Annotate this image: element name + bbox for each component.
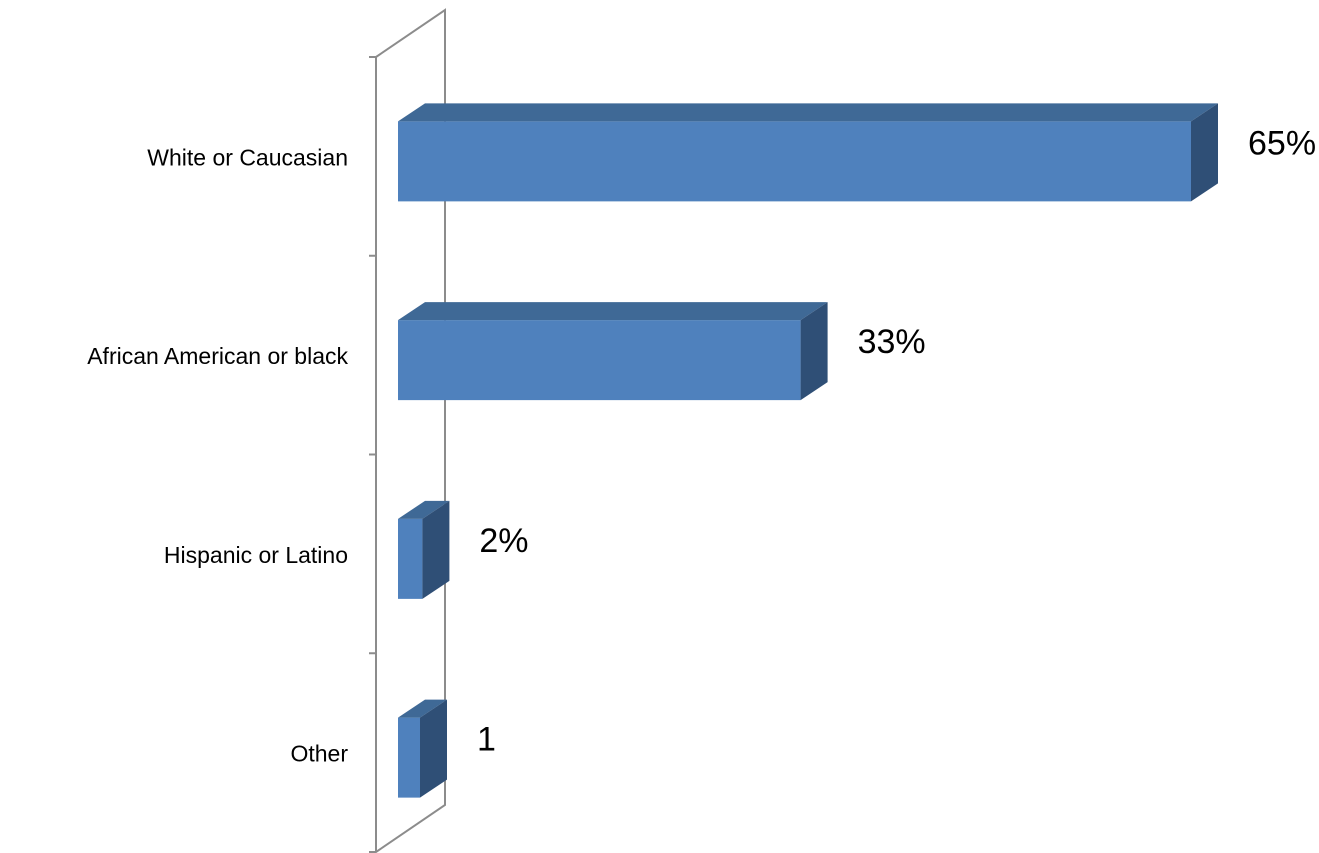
bar-front	[398, 121, 1191, 202]
bar-top	[398, 500, 450, 519]
bars-group	[398, 103, 1218, 798]
category-label: African American or black	[87, 343, 348, 369]
data-label: 2%	[479, 522, 528, 560]
bar-front	[398, 717, 420, 798]
axis-wall	[375, 8, 446, 853]
data-label: 65%	[1248, 124, 1316, 162]
bar-front	[398, 320, 801, 401]
bar-top	[398, 302, 828, 321]
data-label: 1	[477, 721, 496, 759]
category-label: Other	[290, 741, 348, 767]
bar-top	[398, 103, 1218, 122]
category-label: White or Caucasian	[147, 144, 348, 170]
bar-front	[398, 518, 423, 599]
bar-side	[800, 302, 828, 401]
bar-side	[422, 500, 450, 599]
data-label: 33%	[858, 323, 926, 361]
axis-group	[369, 8, 446, 853]
bar-top	[398, 699, 447, 718]
labels-group: White or Caucasian 65% African American or…	[87, 124, 1316, 766]
bar-side	[420, 699, 447, 798]
category-label: Hispanic or Latino	[164, 542, 348, 568]
bar-side	[1191, 103, 1218, 202]
